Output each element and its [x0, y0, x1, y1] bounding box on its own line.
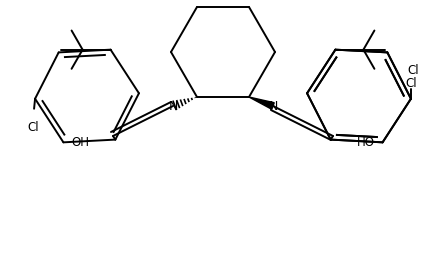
Text: Cl: Cl — [405, 77, 417, 90]
Polygon shape — [249, 97, 274, 109]
Text: HO: HO — [357, 136, 375, 149]
Text: Cl: Cl — [27, 121, 39, 134]
Text: Cl: Cl — [407, 64, 419, 77]
Text: N: N — [268, 100, 278, 113]
Text: N: N — [168, 100, 178, 113]
Text: OH: OH — [71, 136, 89, 149]
